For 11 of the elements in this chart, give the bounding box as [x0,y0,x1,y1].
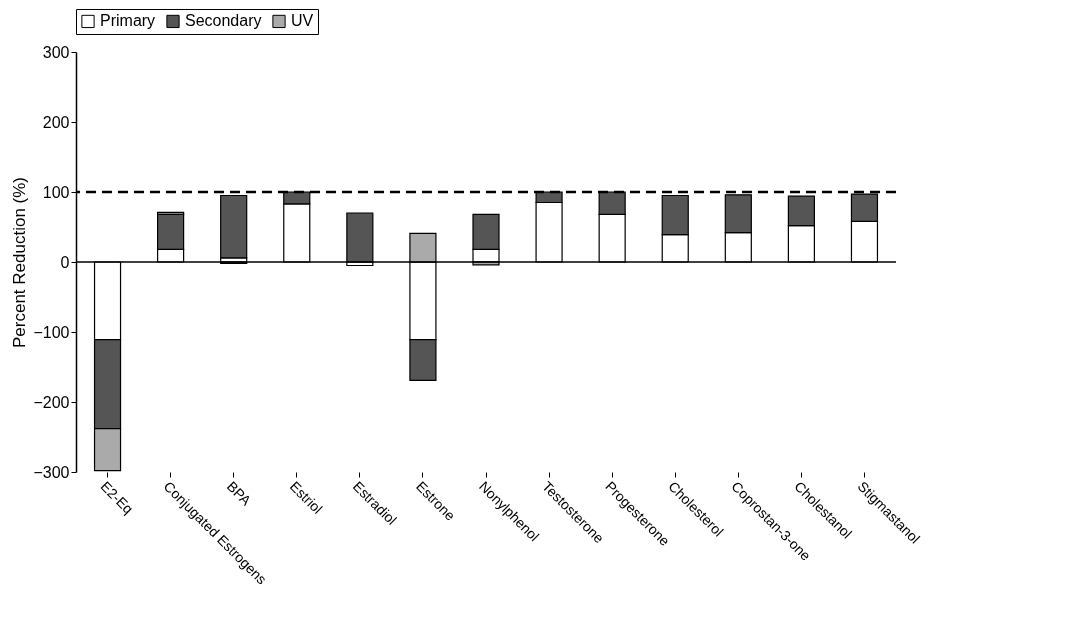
y-tick-label: 0 [60,253,70,271]
y-tick-label: 200 [42,113,70,131]
y-tick-label: −200 [33,393,70,411]
y-tick-label: −300 [33,463,70,481]
y-axis-title: Percent Reduction (%) [10,176,30,349]
legend-label: Secondary [185,12,262,30]
y-tick-label: 300 [42,43,70,61]
legend-label: Primary [100,12,156,30]
y-tick-label: −100 [33,323,70,341]
legend-label: UV [291,12,314,30]
y-tick-label: 100 [42,183,70,201]
